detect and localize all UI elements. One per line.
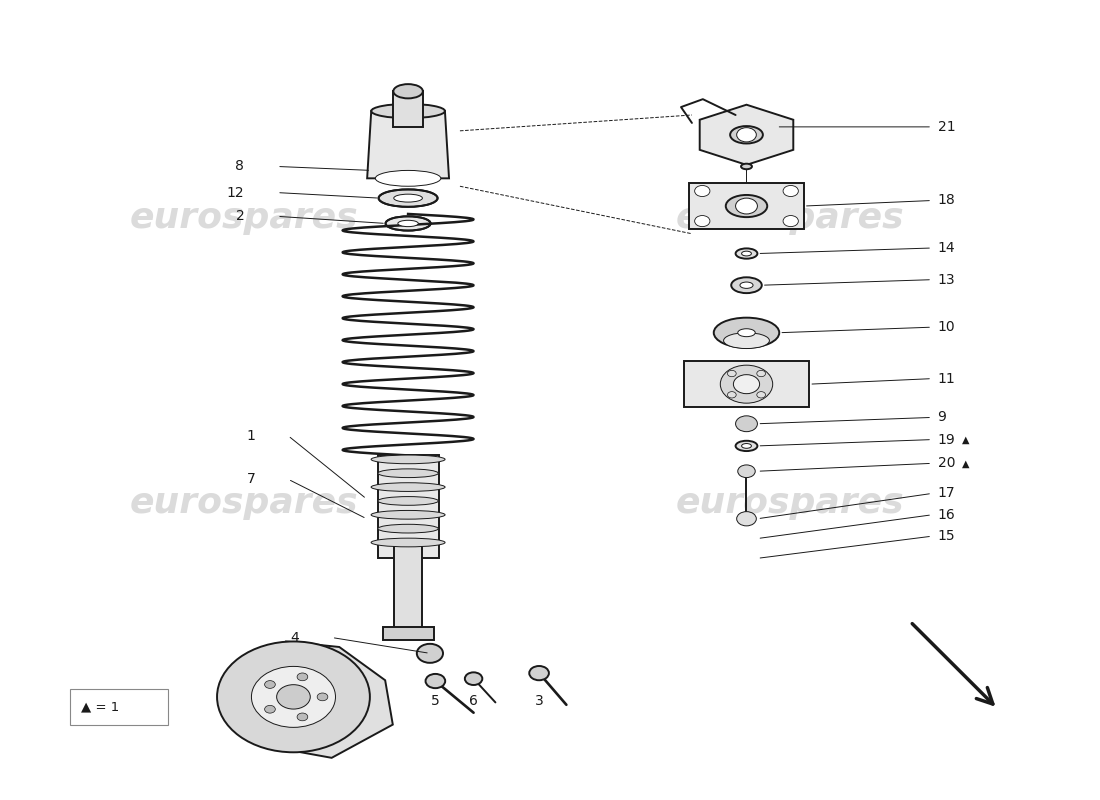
Circle shape [317, 693, 328, 701]
Circle shape [720, 365, 772, 403]
Circle shape [265, 706, 275, 713]
Ellipse shape [741, 251, 751, 256]
Circle shape [737, 512, 757, 526]
Circle shape [694, 215, 710, 226]
Circle shape [529, 666, 549, 680]
Text: 21: 21 [937, 120, 955, 134]
Text: 18: 18 [937, 194, 955, 207]
Text: 11: 11 [937, 372, 955, 386]
Text: 14: 14 [937, 241, 955, 255]
Polygon shape [700, 105, 793, 165]
Bar [394, 542, 422, 634]
Circle shape [694, 186, 710, 197]
Circle shape [757, 392, 766, 398]
Ellipse shape [736, 441, 758, 451]
Ellipse shape [378, 190, 438, 207]
Ellipse shape [375, 170, 441, 186]
Ellipse shape [371, 104, 444, 118]
Ellipse shape [386, 216, 430, 230]
Circle shape [217, 642, 370, 752]
Circle shape [727, 392, 736, 398]
Circle shape [783, 186, 799, 197]
Circle shape [736, 416, 758, 432]
Circle shape [276, 685, 310, 709]
Text: 9: 9 [937, 410, 946, 425]
Ellipse shape [741, 443, 751, 448]
Ellipse shape [736, 248, 758, 258]
Ellipse shape [726, 195, 767, 217]
Circle shape [757, 370, 766, 377]
Ellipse shape [738, 329, 756, 337]
Circle shape [736, 198, 758, 214]
Ellipse shape [394, 84, 422, 98]
Circle shape [417, 644, 443, 663]
Text: 1: 1 [246, 429, 255, 442]
Bar [69, 689, 168, 725]
Text: ▲ = 1: ▲ = 1 [80, 700, 119, 714]
Ellipse shape [394, 194, 422, 202]
Text: 6: 6 [469, 694, 478, 708]
Text: 2: 2 [235, 210, 244, 223]
Bar [394, 91, 422, 127]
Bar [383, 627, 433, 640]
Circle shape [465, 672, 482, 685]
Text: ▲: ▲ [961, 458, 969, 468]
Ellipse shape [377, 497, 438, 506]
Ellipse shape [371, 538, 446, 547]
Text: 20: 20 [937, 456, 955, 470]
Polygon shape [255, 642, 393, 758]
Text: 8: 8 [235, 159, 244, 174]
Text: 3: 3 [535, 694, 543, 708]
Text: 7: 7 [246, 472, 255, 486]
Text: 15: 15 [937, 529, 955, 543]
Ellipse shape [730, 126, 763, 143]
Text: 17: 17 [937, 486, 955, 501]
Text: 16: 16 [937, 508, 955, 522]
Ellipse shape [398, 220, 418, 226]
Text: 12: 12 [227, 186, 244, 199]
Ellipse shape [377, 524, 438, 533]
Text: eurospares: eurospares [675, 201, 904, 235]
Text: eurospares: eurospares [130, 201, 359, 235]
Circle shape [252, 666, 336, 727]
Ellipse shape [371, 510, 446, 519]
Ellipse shape [371, 455, 446, 464]
Circle shape [783, 215, 799, 226]
Circle shape [426, 674, 446, 688]
Text: eurospares: eurospares [675, 486, 904, 520]
Circle shape [265, 681, 275, 688]
Ellipse shape [371, 482, 446, 491]
Text: 4: 4 [290, 630, 299, 645]
Text: ▲: ▲ [961, 434, 969, 445]
Circle shape [738, 465, 756, 478]
Text: eurospares: eurospares [130, 486, 359, 520]
Circle shape [297, 673, 308, 681]
Circle shape [734, 374, 760, 394]
Text: 19: 19 [937, 433, 955, 446]
Ellipse shape [740, 282, 754, 288]
Circle shape [727, 370, 736, 377]
Circle shape [297, 713, 308, 721]
Bar [690, 183, 804, 229]
Bar [377, 455, 439, 558]
Text: 13: 13 [937, 273, 955, 286]
Circle shape [737, 128, 757, 142]
Text: 10: 10 [937, 320, 955, 334]
Polygon shape [367, 111, 449, 178]
Ellipse shape [714, 318, 779, 348]
Bar [684, 362, 810, 407]
Text: 5: 5 [431, 694, 440, 708]
Ellipse shape [724, 333, 769, 349]
Ellipse shape [741, 164, 752, 170]
Ellipse shape [732, 278, 762, 293]
Ellipse shape [377, 469, 438, 478]
